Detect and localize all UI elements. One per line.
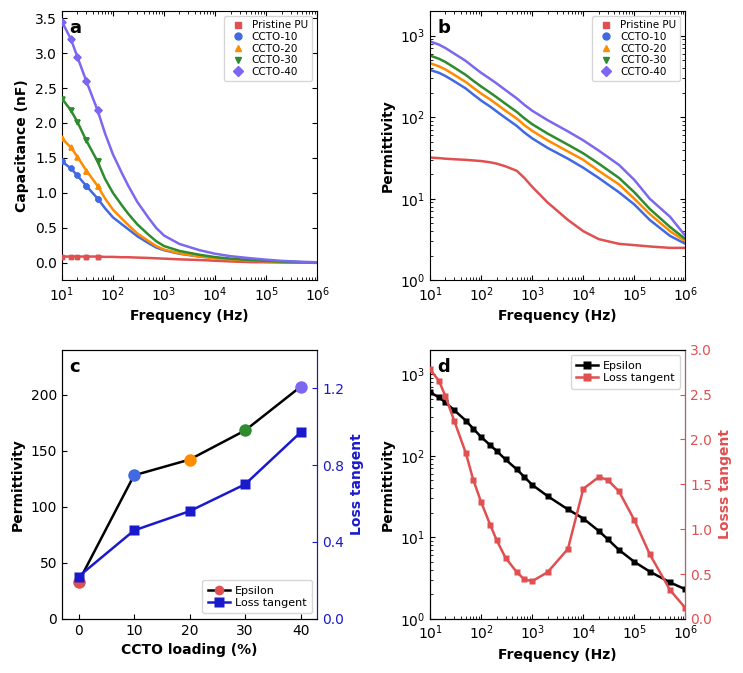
Text: c: c [70, 358, 80, 376]
Legend: Pristine PU, CCTO-10, CCTO-20, CCTO-30, CCTO-40: Pristine PU, CCTO-10, CCTO-20, CCTO-30, … [224, 16, 312, 81]
X-axis label: Frequency (Hz): Frequency (Hz) [130, 310, 249, 323]
Y-axis label: Loss tangent: Loss tangent [350, 433, 364, 535]
Text: d: d [438, 358, 450, 376]
Y-axis label: Losss tangent: Losss tangent [718, 429, 732, 539]
Y-axis label: Permittivity: Permittivity [380, 100, 395, 192]
Text: b: b [438, 20, 450, 37]
Text: a: a [70, 20, 82, 37]
X-axis label: Frequency (Hz): Frequency (Hz) [499, 648, 617, 662]
Legend: Epsilon, Loss tangent: Epsilon, Loss tangent [571, 355, 680, 388]
Y-axis label: Capacitance (nF): Capacitance (nF) [16, 79, 30, 212]
Legend: Pristine PU, CCTO-10, CCTO-20, CCTO-30, CCTO-40: Pristine PU, CCTO-10, CCTO-20, CCTO-30, … [592, 16, 681, 81]
X-axis label: Frequency (Hz): Frequency (Hz) [499, 310, 617, 323]
Y-axis label: Permittivity: Permittivity [380, 438, 395, 530]
Y-axis label: Permittivity: Permittivity [11, 438, 25, 530]
X-axis label: CCTO loading (%): CCTO loading (%) [121, 643, 258, 658]
Legend: Epsilon, Loss tangent: Epsilon, Loss tangent [202, 580, 312, 613]
